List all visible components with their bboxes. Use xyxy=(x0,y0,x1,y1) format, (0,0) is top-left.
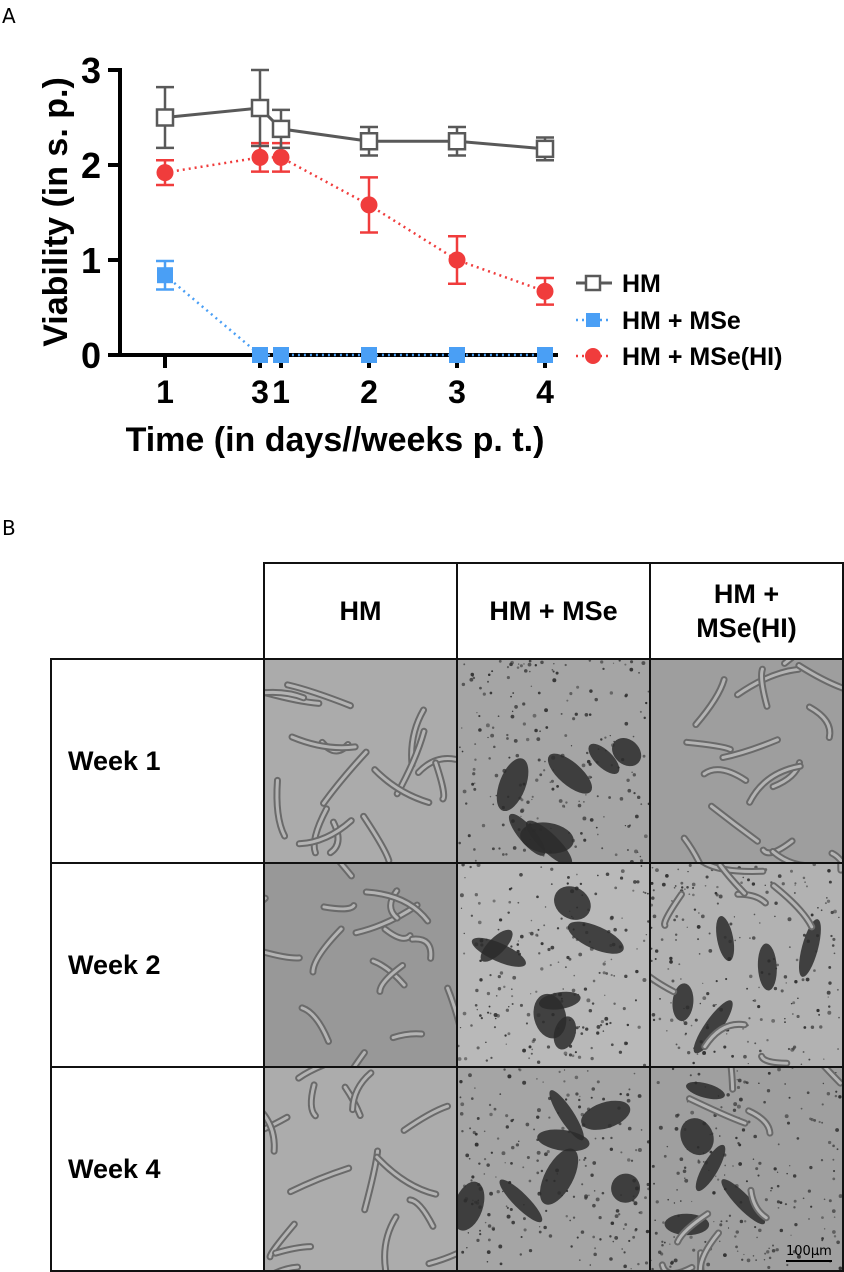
data-point xyxy=(252,347,268,363)
micrograph-texture xyxy=(652,865,841,1065)
data-point xyxy=(360,196,378,214)
micrograph-week4-hm-mse xyxy=(456,1066,651,1272)
row-header-week-2: Week 2 xyxy=(50,862,265,1068)
micrograph-week1-hm-mse xyxy=(456,658,651,864)
micrograph-week1-hm xyxy=(263,658,458,864)
series-line xyxy=(164,106,546,151)
data-point xyxy=(448,251,466,269)
series-line xyxy=(164,156,546,293)
y-tick-label: 2 xyxy=(81,145,101,186)
data-point xyxy=(273,347,289,363)
y-axis-label: Viability (in s. p.) xyxy=(37,77,75,347)
data-point xyxy=(157,267,173,284)
micrograph-week2-hm-mse-hi xyxy=(649,862,844,1068)
micrograph-week1-hm-mse-hi xyxy=(649,658,844,864)
micrograph-texture xyxy=(266,661,455,861)
micrograph-week2-hm-mse xyxy=(456,862,651,1068)
legend-marker xyxy=(586,313,600,327)
data-point xyxy=(537,347,553,363)
data-point xyxy=(155,108,175,127)
data-point xyxy=(536,282,554,300)
x-tick-label: 3 xyxy=(448,374,466,410)
legend-marker xyxy=(584,274,602,292)
microscopy-grid: HM HM + MSe HM + MSe(HI) Week 1 Week 2 W… xyxy=(50,562,844,1272)
scale-bar-label: 100μm xyxy=(786,1244,832,1259)
micrograph-texture xyxy=(459,1069,648,1269)
row-header-week-1: Week 1 xyxy=(50,658,265,864)
micrograph-texture xyxy=(459,865,648,1065)
micrograph-texture xyxy=(652,1069,841,1269)
panel-b-letter: B xyxy=(2,516,16,540)
data-point xyxy=(447,132,467,151)
series-line xyxy=(164,274,545,357)
data-point xyxy=(361,347,377,363)
micrograph-texture xyxy=(266,1069,455,1269)
scale-bar-line xyxy=(786,1260,832,1262)
y-tick-label: 0 xyxy=(81,335,101,376)
y-tick-label: 3 xyxy=(81,50,101,91)
x-axis-label: Time (in days//weeks p. t.) xyxy=(126,421,545,459)
micrograph-week2-hm xyxy=(263,862,458,1068)
data-point xyxy=(272,148,290,166)
data-point xyxy=(271,119,291,139)
scale-bar: 100μm xyxy=(786,1244,832,1262)
legend-label: HM xyxy=(622,270,661,298)
data-point xyxy=(156,164,174,182)
micrograph-week4-hm xyxy=(263,1066,458,1272)
row-header-week-4: Week 4 xyxy=(50,1066,265,1272)
data-point xyxy=(251,148,269,166)
x-tick-label: 1 xyxy=(272,374,290,410)
x-tick-label: 2 xyxy=(360,374,378,410)
data-point xyxy=(250,98,270,118)
legend-label: HM + MSe(HI) xyxy=(622,343,782,371)
x-tick-label: 3 xyxy=(251,374,269,410)
micrograph-texture xyxy=(652,661,841,861)
blank-corner xyxy=(51,563,265,660)
column-header-hm-mse: HM + MSe xyxy=(456,562,651,660)
legend-marker xyxy=(585,348,601,364)
panel-a-letter: A xyxy=(2,4,16,28)
data-point xyxy=(359,132,379,151)
micrograph-week4-hm-mse-hi: 100μm xyxy=(649,1066,844,1272)
y-tick-label: 1 xyxy=(81,240,101,281)
legend-label: HM + MSe xyxy=(622,307,741,335)
x-tick-label: 4 xyxy=(536,374,554,410)
data-point xyxy=(535,139,555,159)
micrograph-texture xyxy=(459,661,648,861)
column-header-hm: HM xyxy=(263,562,458,660)
x-tick-label: 1 xyxy=(156,374,174,410)
data-point xyxy=(449,347,465,363)
micrograph-texture xyxy=(266,865,455,1065)
column-header-hm-mse-hi: HM + MSe(HI) xyxy=(649,562,844,660)
